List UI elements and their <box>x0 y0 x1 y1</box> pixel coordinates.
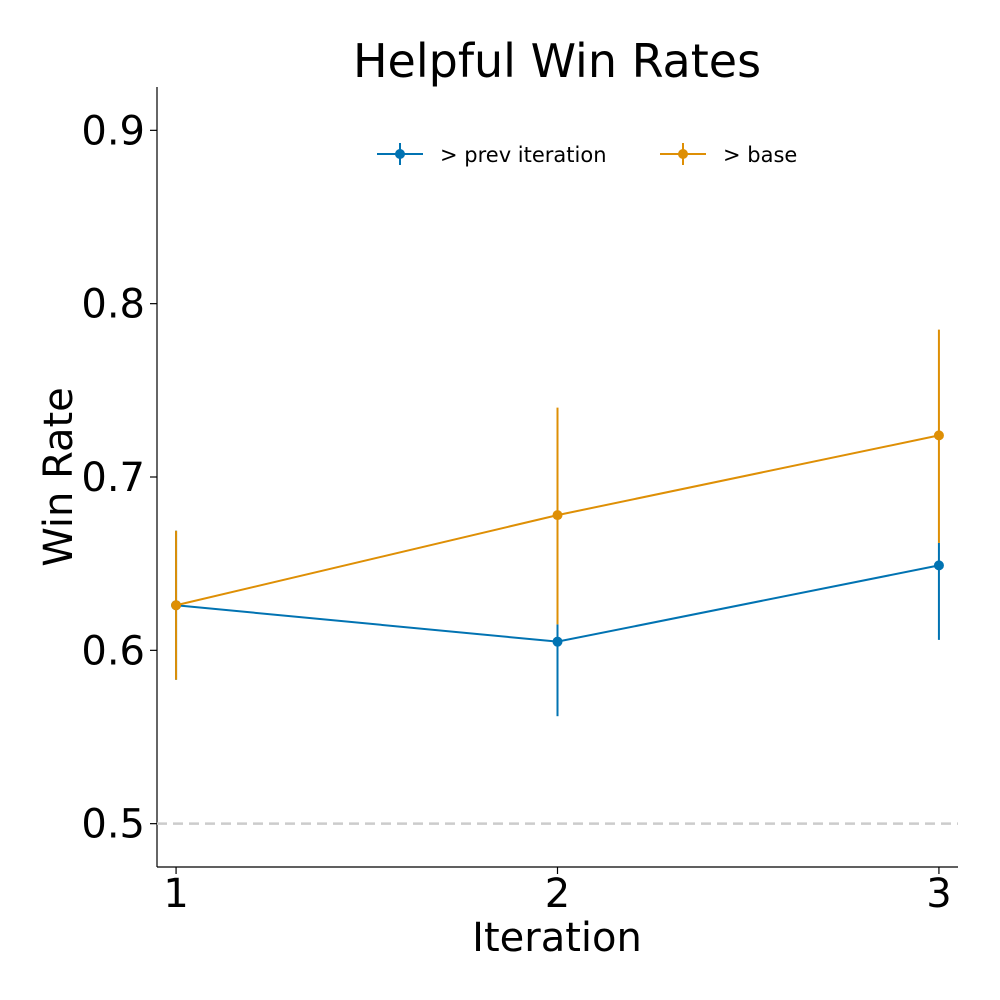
x-tick-label: 1 <box>163 871 188 917</box>
y-axis-label: Win Rate <box>36 387 82 567</box>
x-tick-label: 3 <box>926 871 951 917</box>
legend-label: > prev iteration <box>440 143 607 167</box>
legend-marker <box>395 149 405 159</box>
y-ticks: 0.5 0.6 0.7 0.8 0.9 <box>81 108 157 848</box>
legend: > prev iteration > base <box>377 143 797 167</box>
legend-marker <box>678 149 688 159</box>
data-point <box>552 636 563 647</box>
legend-label: > base <box>723 143 797 167</box>
data-point <box>933 560 944 571</box>
y-tick-label: 0.9 <box>81 108 145 154</box>
x-axis-label: Iteration <box>472 915 642 961</box>
y-tick-label: 0.7 <box>81 455 145 501</box>
data-point <box>171 600 182 611</box>
legend-entry: > base <box>660 143 797 167</box>
x-ticks: 1 2 3 <box>163 867 952 917</box>
legend-entry: > prev iteration <box>377 143 607 167</box>
y-tick-label: 0.8 <box>81 282 145 328</box>
data-point <box>552 510 563 521</box>
x-tick-label: 2 <box>545 871 570 917</box>
y-tick-label: 0.5 <box>81 802 145 848</box>
data-point <box>933 430 944 441</box>
series-layer <box>171 329 944 717</box>
chart-title: Helpful Win Rates <box>353 34 761 88</box>
series-group <box>171 329 944 680</box>
y-tick-label: 0.6 <box>81 628 145 674</box>
